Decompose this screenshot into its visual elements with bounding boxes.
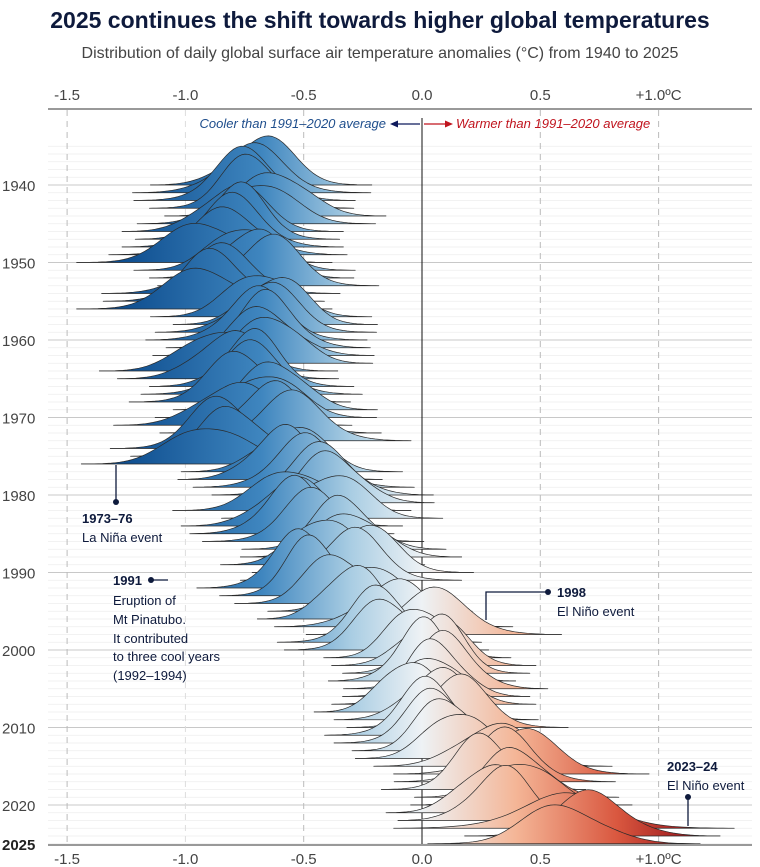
annotation-text: El Niño event [667,778,745,793]
cooler-label: Cooler than 1991–2020 average [200,116,386,131]
top-x-tick-label: -1.0 [172,87,198,104]
bottom-x-tick-label: -1.0 [172,851,198,867]
y-tick-label: 2000 [2,643,35,660]
annotation-dot [113,499,119,505]
bottom-x-tick-label: -0.5 [291,851,317,867]
annotation-text: La Niña event [82,530,163,545]
annotation-text: (1992–1994) [113,668,187,683]
y-tick-label: 1960 [2,333,35,350]
ridge-2025 [427,804,701,845]
top-x-tick-label: -0.5 [291,87,317,104]
bottom-x-tick-label: -1.5 [54,851,80,867]
chart-subtitle: Distribution of daily global surface air… [82,45,679,62]
chart-title: 2025 continues the shift towards higher … [50,7,709,33]
annotation-text: Mt Pinatubo. [113,612,186,627]
warmer-label: Warmer than 1991–2020 average [456,116,650,131]
annotation-title: 1991 [113,573,142,588]
annotation-text: It contributed [113,631,188,646]
warmer-arrowhead [445,120,453,128]
y-tick-label: 2010 [2,721,35,738]
bottom-x-tick-label: 0.5 [530,851,551,867]
y-tick-label: 1980 [2,488,35,505]
y-tick-label: 2020 [2,798,35,815]
y-tick-label: 1940 [2,178,35,195]
annotation-1998: 1998 El Niño event [485,585,635,620]
annotation-title: 1973–76 [82,511,133,526]
y-tick-label: 1990 [2,566,35,583]
top-x-tick-label: 0.5 [530,87,551,104]
axes: -1.5 -1.5 -1.0 -1.0 -0.5 -0.5 0.0 0.0 0.5 0.5 +1.0… [2,87,752,867]
annotation-title: 2023–24 [667,759,718,774]
annotation-1973-76: 1973–76 La Niña event [82,465,163,545]
annotation-2023-24: 2023–24 El Niño event [667,759,745,826]
annotation-dot [545,589,551,595]
y-tick-label: 2025 [2,837,35,854]
annotation-text: El Niño event [557,604,635,619]
annotation-text: to three cool years [113,649,220,664]
annotation-1991: 1991 Eruption of Mt Pinatubo. It contrib… [113,573,220,683]
bottom-x-tick-label: +1.0ºC [636,851,682,867]
top-x-tick-label: 0.0 [412,87,433,104]
top-x-tick-label: +1.0ºC [636,87,682,104]
direction-labels: Cooler than 1991–2020 average Warmer tha… [200,116,651,131]
top-x-tick-label: -1.5 [54,87,80,104]
annotation-title: 1998 [557,585,586,600]
y-tick-label: 1970 [2,411,35,428]
cooler-arrowhead [390,120,398,128]
annotation-text: Eruption of [113,593,176,608]
y-tick-label: 1950 [2,256,35,273]
ridges [76,135,735,845]
bottom-x-tick-label: 0.0 [412,851,433,867]
